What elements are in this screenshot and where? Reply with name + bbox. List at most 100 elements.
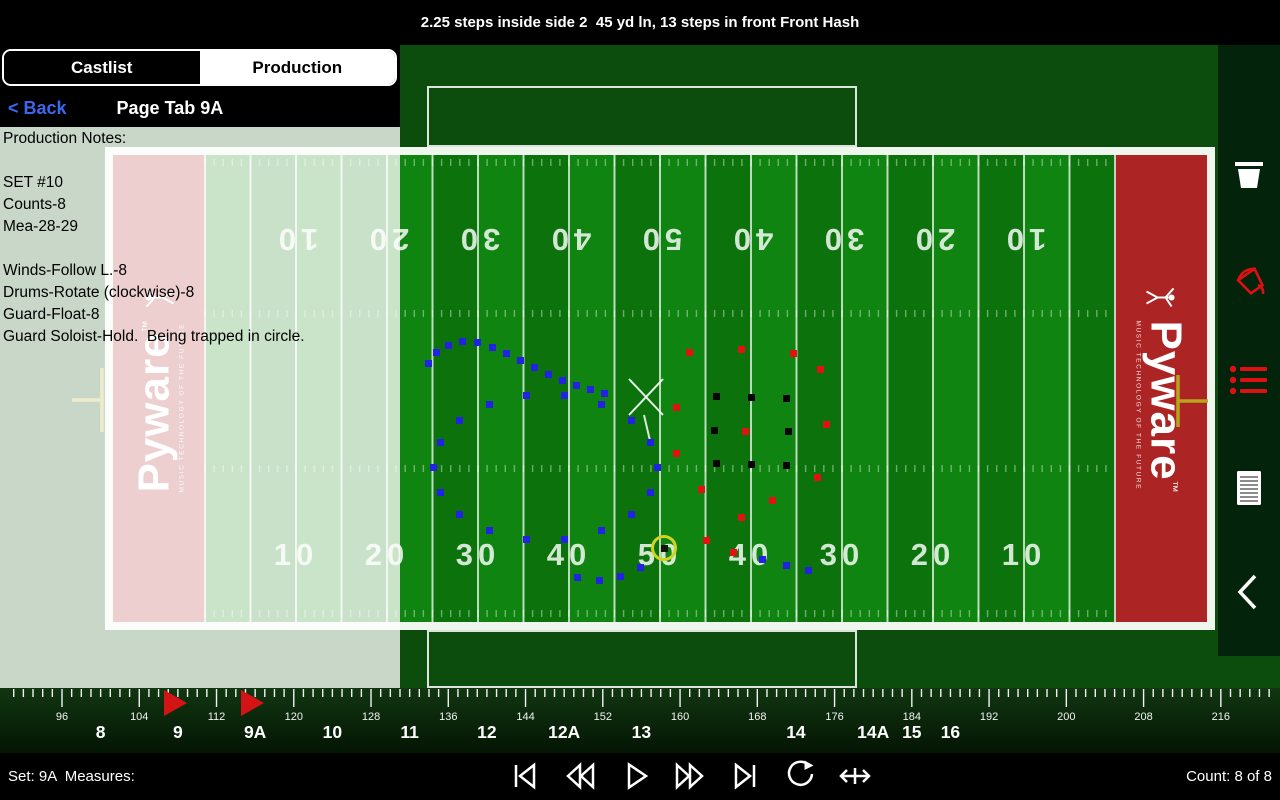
- set-tab-9A[interactable]: 9A: [243, 722, 267, 742]
- rewind-button[interactable]: [560, 756, 600, 796]
- performer-dot-red[interactable]: [702, 536, 710, 544]
- performer-dot-blue[interactable]: [455, 510, 463, 518]
- performer-dot-red[interactable]: [822, 420, 830, 428]
- performer-dot-blue[interactable]: [455, 416, 463, 424]
- set-tab-14A[interactable]: 14A: [857, 722, 890, 742]
- performer-dot-red[interactable]: [768, 496, 776, 504]
- set-tab-16[interactable]: 16: [940, 722, 961, 742]
- set-tab-13[interactable]: 13: [631, 722, 652, 742]
- performer-dot-blue[interactable]: [429, 463, 437, 471]
- performer-dot-blue[interactable]: [646, 438, 654, 446]
- performer-dot-red[interactable]: [816, 365, 824, 373]
- performer-dot-blue[interactable]: [560, 391, 568, 399]
- performer-dot-red[interactable]: [789, 349, 797, 357]
- performer-dot-blue[interactable]: [616, 572, 624, 580]
- performer-dot-black[interactable]: [747, 460, 755, 468]
- performer-dot-blue[interactable]: [530, 363, 538, 371]
- performer-dot-red[interactable]: [729, 548, 737, 556]
- performer-dot-blue[interactable]: [432, 348, 440, 356]
- selected-performer-highlight[interactable]: [651, 535, 677, 561]
- performer-dot-blue[interactable]: [544, 370, 552, 378]
- performer-dot-blue[interactable]: [560, 535, 568, 543]
- set-tab-15[interactable]: 15: [902, 722, 922, 742]
- performer-dot-black[interactable]: [784, 427, 792, 435]
- performer-dot-black[interactable]: [710, 426, 718, 434]
- performer-dot-blue[interactable]: [558, 376, 566, 384]
- performer-dot-blue[interactable]: [436, 438, 444, 446]
- performer-dot-blue[interactable]: [782, 561, 790, 569]
- performer-dot-black[interactable]: [747, 393, 755, 401]
- performer-dot-red[interactable]: [737, 345, 745, 353]
- performer-dot-red[interactable]: [741, 427, 749, 435]
- performer-dot-blue[interactable]: [436, 488, 444, 496]
- performer-dot-blue[interactable]: [485, 400, 493, 408]
- skip-to-end-button[interactable]: [725, 756, 765, 796]
- performer-dot-red[interactable]: [685, 348, 693, 356]
- tab-castlist[interactable]: Castlist: [4, 51, 200, 84]
- performer-dot-blue[interactable]: [488, 343, 496, 351]
- paint-pour-tool-button[interactable]: [1227, 256, 1271, 300]
- performer-dot-red[interactable]: [672, 403, 680, 411]
- count-label: 144: [516, 711, 535, 723]
- count-span-button[interactable]: [835, 756, 875, 796]
- back-sideline-extension: [427, 630, 857, 688]
- set-tab-12A[interactable]: 12A: [548, 722, 581, 742]
- loop-button[interactable]: [780, 756, 820, 796]
- performer-dot-blue[interactable]: [522, 535, 530, 543]
- performer-dot-blue[interactable]: [573, 573, 581, 581]
- set-tab-10[interactable]: 10: [322, 722, 343, 742]
- performer-dot-blue[interactable]: [502, 349, 510, 357]
- fast-forward-button[interactable]: [670, 756, 710, 796]
- set-tab-8[interactable]: 8: [95, 722, 106, 742]
- collapse-panel-button[interactable]: [1227, 570, 1271, 614]
- tool-sidebar: [1218, 45, 1280, 656]
- count-ruler[interactable]: [0, 688, 1280, 710]
- performer-dot-blue[interactable]: [597, 526, 605, 534]
- count-label: 136: [439, 711, 458, 723]
- document-icon: [1237, 471, 1261, 505]
- notes-tool-button[interactable]: [1227, 466, 1271, 510]
- performer-dot-red[interactable]: [813, 473, 821, 481]
- performer-dot-blue[interactable]: [458, 337, 466, 345]
- performer-dot-blue[interactable]: [516, 356, 524, 364]
- performer-dot-blue[interactable]: [653, 463, 661, 471]
- performer-dot-blue[interactable]: [444, 341, 452, 349]
- set-tab-12[interactable]: 12: [477, 722, 497, 742]
- play-button[interactable]: [615, 756, 655, 796]
- performer-dot-blue[interactable]: [595, 576, 603, 584]
- set-tab-11[interactable]: 11: [400, 722, 419, 742]
- performer-dot-blue[interactable]: [758, 555, 766, 563]
- skip-to-start-button[interactable]: [505, 756, 545, 796]
- performer-dot-selected[interactable]: [660, 544, 668, 552]
- performer-dot-black[interactable]: [712, 459, 720, 467]
- count-readout: Count: 8 of 8: [1186, 768, 1272, 785]
- performer-dot-blue[interactable]: [424, 359, 432, 367]
- performer-dot-blue[interactable]: [636, 563, 644, 571]
- performer-dot-blue[interactable]: [597, 400, 605, 408]
- back-button[interactable]: < Back: [8, 98, 67, 118]
- cast-list-tool-button[interactable]: [1227, 358, 1271, 402]
- performer-dot-red[interactable]: [737, 513, 745, 521]
- performer-dot-blue[interactable]: [804, 566, 812, 574]
- performer-dot-blue[interactable]: [586, 385, 594, 393]
- performer-dot-blue[interactable]: [485, 526, 493, 534]
- performer-dot-red[interactable]: [697, 485, 705, 493]
- performer-dot-blue[interactable]: [646, 488, 654, 496]
- set-tab-14[interactable]: 14: [786, 722, 806, 742]
- timeline[interactable]: 96 104 112 120 128 136 144 152 160 168 176 184 192 20…: [0, 688, 1280, 753]
- performer-dot-blue[interactable]: [473, 338, 481, 346]
- performer-dot-red[interactable]: [672, 449, 680, 457]
- performer-dot-black[interactable]: [712, 392, 720, 400]
- performer-dot-blue[interactable]: [572, 381, 580, 389]
- rewind-icon: [566, 762, 595, 790]
- tab-production[interactable]: Production: [199, 51, 395, 84]
- performer-dot-black[interactable]: [782, 461, 790, 469]
- performer-dot-black[interactable]: [782, 394, 790, 402]
- performer-dot-blue[interactable]: [600, 389, 608, 397]
- set-tab-9[interactable]: 9: [173, 722, 183, 742]
- bucket-tool-button[interactable]: [1227, 152, 1271, 196]
- performer-dot-blue[interactable]: [522, 391, 530, 399]
- performer-dot-blue[interactable]: [627, 416, 635, 424]
- skip-start-icon: [514, 762, 536, 790]
- performer-dot-blue[interactable]: [627, 510, 635, 518]
